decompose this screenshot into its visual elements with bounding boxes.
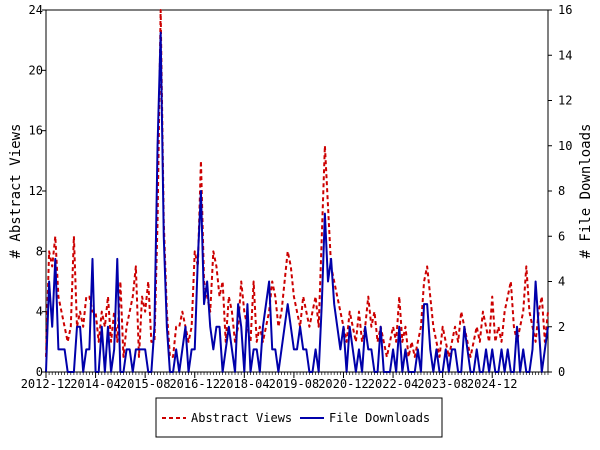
x-axis: 2012-12 2014-04 2015-08 2016-12 2018-04 2019-…: [21, 372, 549, 391]
right-tick-label: 6: [558, 229, 565, 243]
x-tick-label: 2012-12: [21, 377, 72, 391]
left-tick-label: 12: [29, 184, 43, 198]
x-tick-label: 2015-08: [120, 377, 171, 391]
x-tick-label: 2023-08: [417, 377, 468, 391]
plot-frame: [45, 9, 549, 373]
right-tick-label: 10: [558, 139, 572, 153]
abstract-views-line: [45, 9, 549, 358]
right-tick-label: 4: [558, 275, 565, 289]
x-tick-label: 2018-04: [219, 377, 270, 391]
legend-label-file-downloads: File Downloads: [329, 411, 430, 425]
file-downloads-line: [45, 31, 549, 373]
left-tick-label: 4: [36, 305, 43, 319]
plot-area: [45, 9, 549, 373]
legend-label-abstract-views: Abstract Views: [191, 411, 292, 425]
x-tick-label: 2014-04: [70, 377, 121, 391]
x-tick-label: 2016-12: [169, 377, 220, 391]
left-tick-label: 24: [29, 3, 43, 17]
left-y-axis: 0 4 8 12 16 20 24: [29, 3, 46, 379]
right-tick-label: 8: [558, 184, 565, 198]
legend: Abstract Views File Downloads: [155, 397, 443, 438]
legend-box: [155, 397, 443, 438]
left-axis-title: # Abstract Views: [8, 124, 24, 259]
right-tick-label: 14: [558, 48, 572, 62]
x-tick-label: 2019-08: [269, 377, 320, 391]
right-y-axis: 0 2 4 6 8 10 12 14 16: [548, 3, 572, 379]
right-tick-label: 12: [558, 94, 572, 108]
right-tick-label: 0: [558, 365, 565, 379]
right-axis-title: # File Downloads: [578, 124, 594, 259]
left-tick-label: 0: [36, 365, 43, 379]
right-tick-label: 16: [558, 3, 572, 17]
x-tick-label: 2024-12: [467, 377, 518, 391]
left-tick-label: 16: [29, 124, 43, 138]
x-tick-label: 2022-04: [368, 377, 419, 391]
right-tick-label: 2: [558, 320, 565, 334]
x-tick-label: 2020-12: [318, 377, 369, 391]
left-tick-label: 20: [29, 63, 43, 77]
left-tick-label: 8: [36, 244, 43, 258]
